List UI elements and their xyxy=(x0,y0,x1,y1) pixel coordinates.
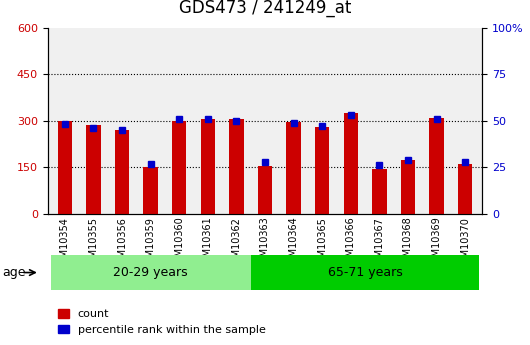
Bar xyxy=(372,169,386,214)
Bar xyxy=(86,125,101,214)
Bar xyxy=(172,121,187,214)
Bar xyxy=(401,159,415,214)
Bar xyxy=(58,121,72,214)
Text: age: age xyxy=(3,266,26,279)
Bar xyxy=(115,130,129,214)
Text: 20-29 years: 20-29 years xyxy=(113,266,188,279)
Bar xyxy=(50,255,251,290)
Text: 65-71 years: 65-71 years xyxy=(328,266,402,279)
Bar xyxy=(229,119,244,214)
Bar xyxy=(251,255,480,290)
Legend: count, percentile rank within the sample: count, percentile rank within the sample xyxy=(53,305,270,339)
Bar xyxy=(429,118,444,214)
Bar xyxy=(144,167,158,214)
Bar xyxy=(458,164,472,214)
Text: GDS473 / 241249_at: GDS473 / 241249_at xyxy=(179,0,351,17)
Bar xyxy=(343,113,358,214)
Bar xyxy=(315,127,329,214)
Bar xyxy=(201,119,215,214)
Bar xyxy=(286,122,301,214)
Bar xyxy=(258,166,272,214)
